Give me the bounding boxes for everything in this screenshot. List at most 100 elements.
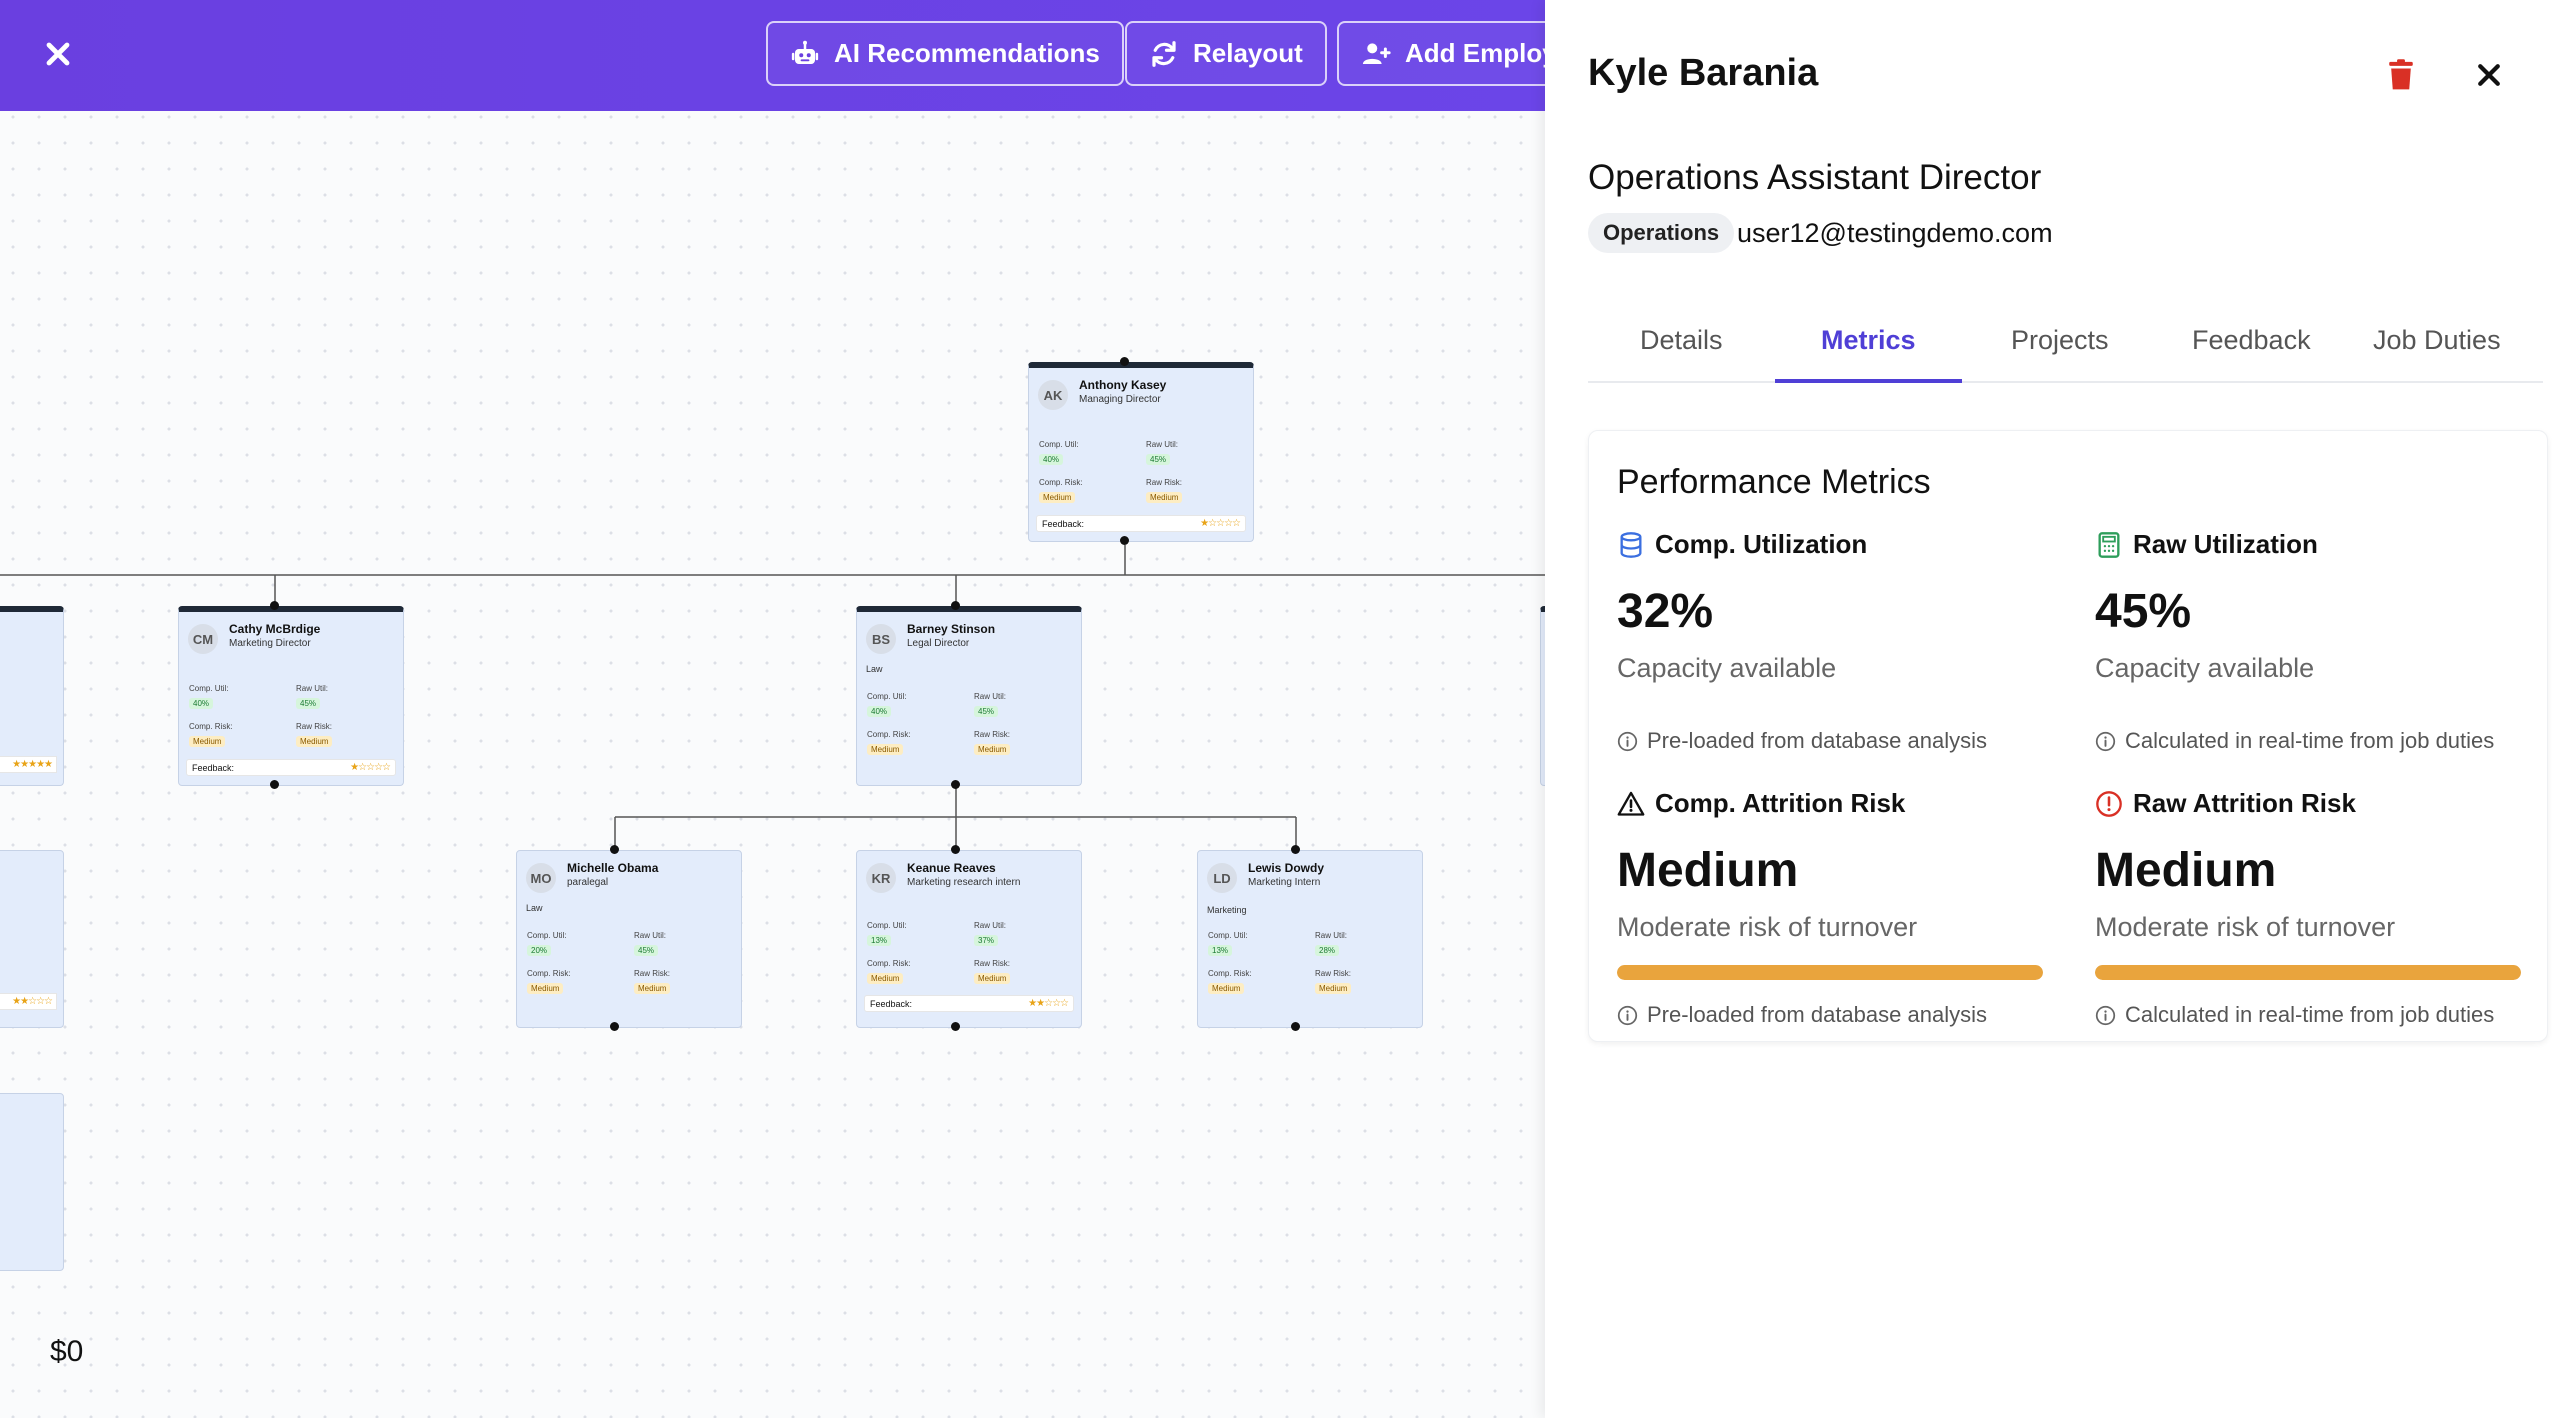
metric-label: Comp. Utilization <box>1655 529 1868 559</box>
employee-card[interactable]: CM Cathy McBrdige Marketing Director Com… <box>178 606 404 786</box>
metric-label: Raw Risk: <box>1315 969 1352 978</box>
tab-feedback[interactable]: Feedback <box>2192 325 2311 355</box>
metric-source-note: Pre-loaded from database analysis <box>1617 728 1987 754</box>
employee-card[interactable]: BS Barney Stinson Legal Director Law Com… <box>856 606 1082 786</box>
avatar: LD <box>1207 863 1237 893</box>
raw-risk-badge: Medium <box>634 983 671 994</box>
tab-projects[interactable]: Projects <box>2011 325 2109 355</box>
raw-util-badge: 45% <box>974 706 999 717</box>
refresh-icon <box>1152 40 1176 67</box>
employee-card-partial[interactable]: ★★☆☆☆ <box>0 850 64 1028</box>
metric-label: Raw Util: <box>974 921 1007 930</box>
ai-recommendations-label: AI Recommendations <box>834 38 1100 68</box>
metric-label: Raw Util: <box>296 684 329 693</box>
close-icon[interactable] <box>40 36 76 72</box>
metric-value: Medium <box>2095 844 2277 897</box>
relayout-button[interactable]: Relayout <box>1125 21 1327 86</box>
employee-title: Managing Director <box>1079 394 1161 405</box>
avatar: MO <box>526 863 556 893</box>
raw-utilization-metric: Raw Utilization 45% Capacity available C… <box>2095 529 2525 753</box>
employee-card[interactable]: KR Keanue Reaves Marketing research inte… <box>856 850 1082 1028</box>
employee-name: Barney Stinson <box>907 622 996 636</box>
alert-circle-icon <box>2096 790 2122 817</box>
employee-department: Marketing <box>1207 905 1247 915</box>
trash-icon[interactable] <box>2385 58 2417 92</box>
feedback-rating: Feedback: ★☆☆☆☆ <box>186 759 396 776</box>
metric-label: Raw Risk: <box>296 722 333 731</box>
metric-label: Comp. Risk: <box>189 722 233 731</box>
comp-risk-badge: Medium <box>867 744 904 755</box>
connection-handle[interactable] <box>270 601 279 610</box>
connection-handle[interactable] <box>610 845 619 854</box>
connection-handle[interactable] <box>951 780 960 789</box>
calculator-icon <box>2098 531 2120 558</box>
employee-title: paralegal <box>567 877 609 888</box>
budget-total: $0 <box>50 1335 84 1368</box>
tab-job-duties[interactable]: Job Duties <box>2373 325 2501 355</box>
metric-label: Raw Util: <box>1315 931 1348 940</box>
active-tab-indicator <box>1775 379 1962 383</box>
metric-label: Raw Util: <box>634 931 667 940</box>
employee-card[interactable]: LD Lewis Dowdy Marketing Intern Marketin… <box>1197 850 1423 1028</box>
feedback-rating: Feedback: ★★☆☆☆ <box>864 995 1074 1012</box>
connection-handle[interactable] <box>1291 1022 1300 1031</box>
raw-util-badge: 45% <box>1146 454 1171 465</box>
tab-metrics[interactable]: Metrics <box>1821 325 1916 355</box>
metric-label: Raw Util: <box>974 692 1007 701</box>
tab-details[interactable]: Details <box>1640 325 1723 355</box>
metric-label: Raw Risk: <box>974 959 1011 968</box>
metric-value: 45% <box>2095 585 2192 638</box>
risk-level-fill <box>1617 965 2043 980</box>
metric-label: Comp. Util: <box>867 692 907 701</box>
metric-label: Comp. Risk: <box>867 730 911 739</box>
metric-description: Capacity available <box>2095 653 2315 683</box>
toolbar: AI Recommendations Relayout Add Employe <box>0 0 1577 111</box>
comp-util-badge: 13% <box>1208 945 1233 956</box>
metric-label: Raw Util: <box>1146 440 1179 449</box>
employee-card-partial[interactable] <box>0 1093 64 1271</box>
raw-risk-badge: Medium <box>974 973 1011 984</box>
metric-source-note: Calculated in real-time from job duties <box>2095 1002 2494 1028</box>
connection-handle[interactable] <box>951 1022 960 1031</box>
info-icon <box>2095 1005 2116 1025</box>
raw-util-badge: 37% <box>974 935 999 946</box>
add-user-icon <box>1362 42 1391 64</box>
comp-risk-badge: Medium <box>189 736 226 747</box>
metric-description: Moderate risk of turnover <box>1617 912 1918 942</box>
employee-detail-panel: Kyle Barania Operations Assistant Direct… <box>1545 0 2560 1418</box>
ai-recommendations-button[interactable]: AI Recommendations <box>766 21 1124 86</box>
metric-value: 32% <box>1617 585 1714 638</box>
database-icon <box>1620 531 1642 558</box>
info-icon <box>1617 1005 1638 1025</box>
metric-label: Comp. Util: <box>527 931 567 940</box>
employee-title: Marketing research intern <box>907 877 1021 888</box>
employee-name: Michelle Obama <box>567 861 659 875</box>
employee-title: Marketing Intern <box>1248 877 1321 888</box>
metric-description: Moderate risk of turnover <box>2095 912 2396 942</box>
connection-handle[interactable] <box>1291 845 1300 854</box>
connection-handle[interactable] <box>610 1022 619 1031</box>
info-icon <box>1617 731 1638 751</box>
employee-card[interactable]: AK Anthony Kasey Managing Director Comp.… <box>1028 362 1254 542</box>
metric-source-note: Calculated in real-time from job duties <box>2095 728 2494 754</box>
employee-card[interactable]: MO Michelle Obama paralegal Law Comp. Ut… <box>516 850 742 1028</box>
connection-handle[interactable] <box>270 780 279 789</box>
raw-util-badge: 28% <box>1315 945 1340 956</box>
metric-note-text: Pre-loaded from database analysis <box>1647 728 1987 753</box>
comp-util-badge: 40% <box>867 706 892 717</box>
connection-handle[interactable] <box>951 601 960 610</box>
employee-name-heading: Kyle Barania <box>1588 52 1819 94</box>
comp-risk-badge: Medium <box>867 973 904 984</box>
employee-name: Anthony Kasey <box>1079 378 1167 392</box>
connection-handle[interactable] <box>951 845 960 854</box>
close-panel-icon[interactable] <box>2474 60 2504 90</box>
connection-handle[interactable] <box>1120 536 1129 545</box>
metric-label: Comp. Risk: <box>1039 478 1083 487</box>
employee-card-partial[interactable]: ★★★★★ <box>0 606 64 786</box>
add-employee-button[interactable]: Add Employe <box>1337 21 1577 86</box>
metric-label: Comp. Util: <box>189 684 229 693</box>
comp-utilization-metric: Comp. Utilization 32% Capacity available… <box>1617 529 2047 753</box>
raw-risk-badge: Medium <box>296 736 333 747</box>
connection-handle[interactable] <box>1120 357 1129 366</box>
employee-title: Marketing Director <box>229 638 311 649</box>
